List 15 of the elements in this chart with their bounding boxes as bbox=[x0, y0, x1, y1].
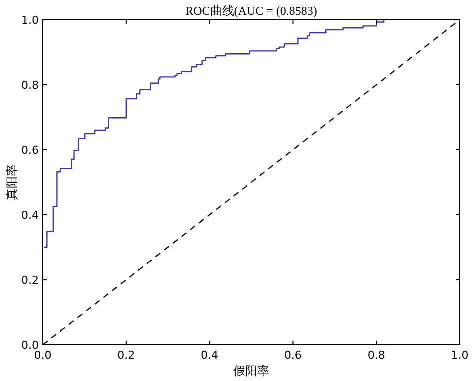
x-tick-label: 0.6 bbox=[284, 349, 302, 362]
y-tick-label: 0.2 bbox=[22, 274, 39, 287]
x-tick-label: 0.2 bbox=[118, 349, 136, 362]
x-axis-title: 假阳率 bbox=[234, 364, 270, 378]
x-tick-label: 0.8 bbox=[368, 349, 386, 362]
chart-title: ROC曲线(AUC = (0.8583) bbox=[186, 4, 318, 18]
y-tick-label: 0.4 bbox=[22, 209, 39, 222]
x-tick-label: 0.0 bbox=[34, 349, 52, 362]
y-axis-title: 真阳率 bbox=[5, 164, 19, 200]
y-tick-label: 0.8 bbox=[22, 79, 39, 92]
y-tick-label: 0.0 bbox=[22, 339, 39, 352]
x-tick-label: 1.0 bbox=[451, 349, 469, 362]
y-tick-label: 0.6 bbox=[22, 144, 39, 157]
x-tick-label: 0.4 bbox=[201, 349, 219, 362]
y-tick-label: 1.0 bbox=[22, 14, 39, 27]
